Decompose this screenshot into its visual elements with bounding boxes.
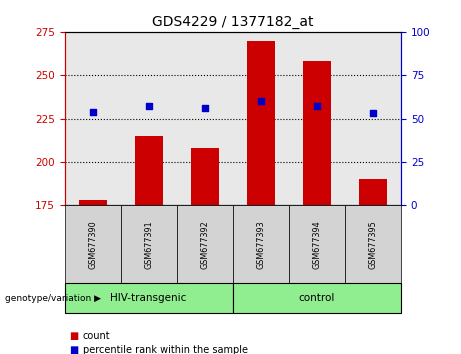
Point — [369, 110, 377, 116]
Point — [89, 109, 96, 114]
Text: GSM677394: GSM677394 — [313, 220, 321, 269]
Bar — [359, 179, 387, 205]
Point — [201, 105, 208, 111]
Bar — [303, 61, 331, 205]
Point — [145, 104, 152, 109]
Text: GSM677391: GSM677391 — [144, 220, 153, 269]
Point — [257, 98, 265, 104]
Title: GDS4229 / 1377182_at: GDS4229 / 1377182_at — [152, 16, 313, 29]
Text: GSM677393: GSM677393 — [256, 220, 266, 269]
Bar — [78, 200, 106, 205]
Text: GSM677395: GSM677395 — [368, 220, 378, 269]
Text: GSM677390: GSM677390 — [88, 220, 97, 269]
Bar — [247, 40, 275, 205]
Text: control: control — [299, 293, 335, 303]
Text: ■: ■ — [69, 346, 78, 354]
Text: HIV-transgenic: HIV-transgenic — [111, 293, 187, 303]
Bar — [135, 136, 163, 205]
Bar — [191, 148, 219, 205]
Text: GSM677392: GSM677392 — [200, 220, 209, 269]
Text: genotype/variation ▶: genotype/variation ▶ — [5, 294, 100, 303]
Point — [313, 104, 321, 109]
Text: ■: ■ — [69, 331, 78, 341]
Text: percentile rank within the sample: percentile rank within the sample — [83, 346, 248, 354]
Text: count: count — [83, 331, 111, 341]
